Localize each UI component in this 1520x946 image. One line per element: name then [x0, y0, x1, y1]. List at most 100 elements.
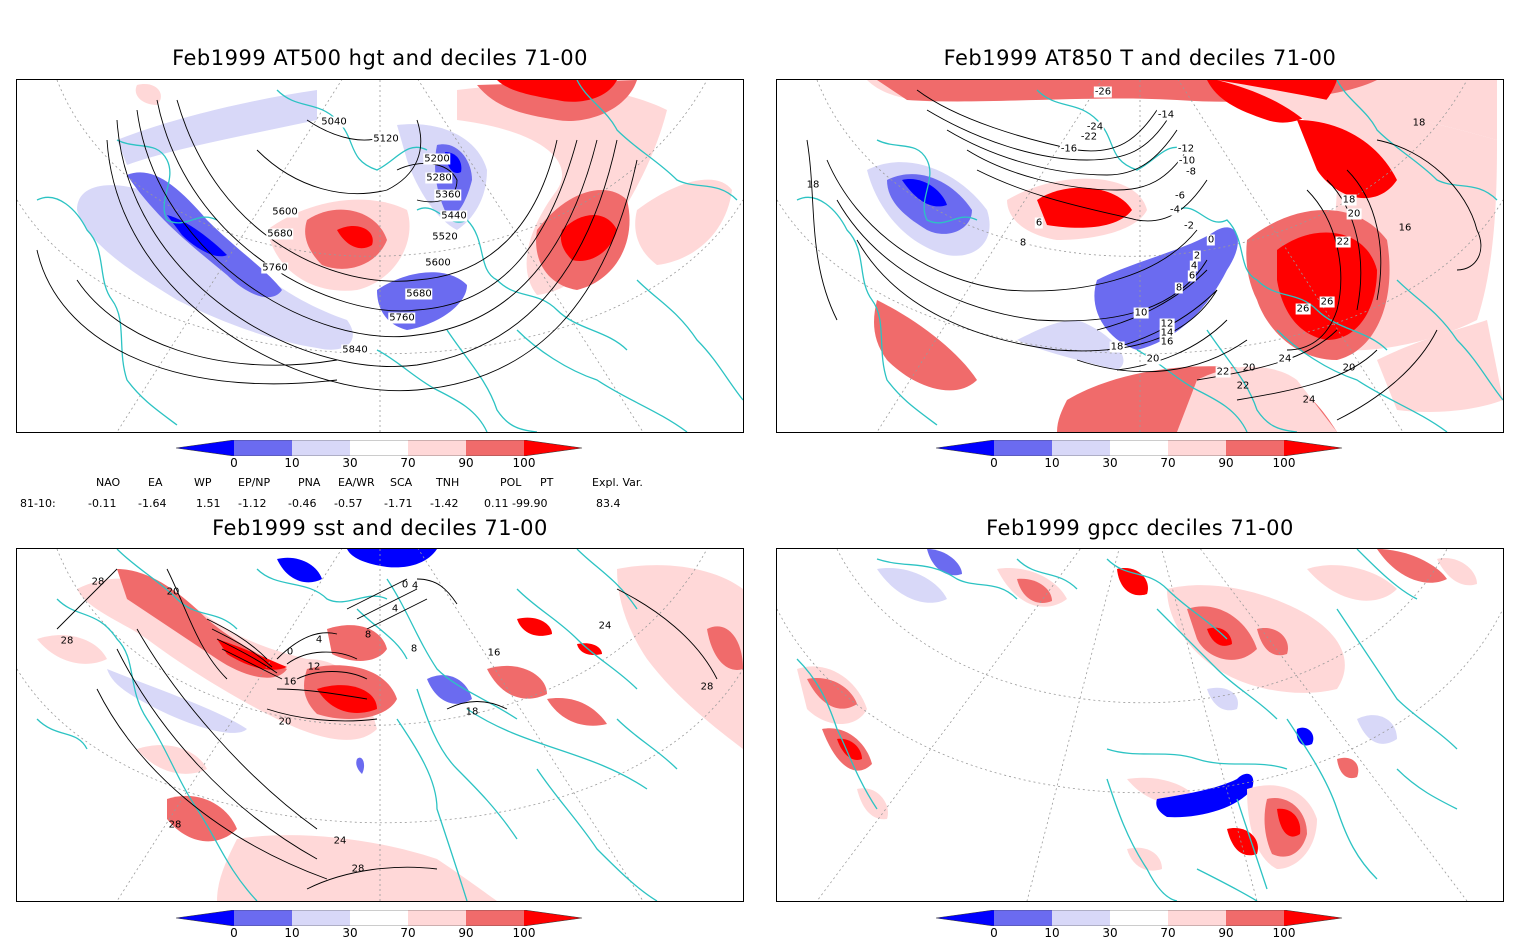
colorbar-tick: 30: [342, 456, 358, 470]
colorbar-tick: 100: [512, 926, 536, 940]
tele-value: -99.90: [512, 497, 548, 510]
map-gpcc-precipitation: [776, 548, 1504, 902]
colorbar-tick: 100: [512, 456, 536, 470]
contour-label: -26: [1093, 86, 1113, 98]
map-at500-height: 5040 5120 5200 5280 5360 5440 5520 5600 …: [16, 79, 744, 433]
contour-label: 5680: [405, 288, 433, 300]
tele-value: -0.11: [88, 497, 117, 510]
tele-row-label: 81-10:: [20, 497, 56, 510]
contour-label: 24: [1302, 394, 1316, 406]
contour-label: 5120: [372, 133, 400, 145]
map-sst-svg: [17, 549, 743, 901]
colorbar-tick: 0: [230, 456, 238, 470]
contour-label: 0: [401, 579, 409, 591]
contour-label: 18: [1341, 194, 1357, 206]
colorbar-tick: 70: [1160, 456, 1176, 470]
teleconnection-header-row: NAO EA WP EP/NP PNA EA/WR SCA TNH POL PT…: [0, 476, 700, 490]
tele-header: WP: [194, 476, 212, 489]
contour-label: 5600: [271, 206, 299, 218]
colorbar-tick: 0: [990, 926, 998, 940]
tele-value: -0.57: [334, 497, 363, 510]
contour-label: 16: [1159, 336, 1175, 348]
contour-label: -4: [1169, 204, 1181, 216]
colorbar-at850: 0 10 30 70 90 100: [936, 440, 1356, 476]
map-at850-temperature: -26 -24 -22 -16 -14 -12 -10 -8 -6 -4 -2 …: [776, 79, 1504, 433]
contour-label: 8: [410, 643, 418, 655]
tele-header: PT: [540, 476, 554, 489]
contour-label: 2: [1192, 250, 1202, 262]
contour-label: 5200: [423, 153, 451, 165]
panel-title-at850: Feb1999 AT850 T and deciles 71-00: [943, 46, 1337, 70]
contour-label: 14: [1159, 327, 1175, 339]
contour-label: 16: [283, 676, 297, 688]
colorbar-tick: 10: [1044, 926, 1060, 940]
contour-label: 6: [1034, 217, 1044, 229]
map-sst: 28 20 28 0 4 8 12 16 20 24 28 28 0 4 4 8…: [16, 548, 744, 902]
teleconnection-values-row: 81-10: -0.11 -1.64 1.51 -1.12 -0.46 -0.5…: [0, 497, 700, 511]
colorbar-tick: 10: [1044, 456, 1060, 470]
contour-label: 5520: [431, 231, 459, 243]
contour-label: -2: [1183, 220, 1195, 232]
tele-header: EA/WR: [338, 476, 375, 489]
contour-label: 20: [1346, 208, 1362, 220]
colorbar-tick: 10: [284, 456, 300, 470]
contour-label: -12: [1176, 143, 1196, 155]
colorbar-tick: 100: [1272, 456, 1296, 470]
colorbar-tick: 30: [1102, 926, 1118, 940]
colorbar-tick: 90: [458, 926, 474, 940]
contour-label: 8: [1174, 282, 1184, 294]
colorbar-sst: 0 10 30 70 90 100: [176, 910, 596, 946]
contour-label: 4: [411, 580, 419, 592]
contour-label: 8: [1018, 237, 1028, 249]
contour-label: 20: [1145, 353, 1161, 365]
tele-header: NAO: [96, 476, 121, 489]
contour-label: 28: [351, 863, 365, 875]
tele-header: Expl. Var.: [592, 476, 643, 489]
contour-label: -16: [1059, 143, 1079, 155]
colorbar-at500: 0 10 30 70 90 100: [176, 440, 596, 476]
colorbar-tick: 70: [400, 926, 416, 940]
map-at850-svg: [777, 80, 1503, 432]
contour-label: 8: [364, 629, 372, 641]
contour-label: 5040: [320, 116, 348, 128]
contour-label: 4: [391, 603, 399, 615]
colorbar-tick: 90: [458, 456, 474, 470]
colorbar-tick: 0: [230, 926, 238, 940]
contour-label: -6: [1174, 190, 1186, 202]
contour-label: 18: [1412, 117, 1426, 129]
panel-title-sst: Feb1999 sst and deciles 71-00: [212, 516, 548, 540]
contour-label: 28: [60, 635, 74, 647]
contour-label: 5680: [266, 228, 294, 240]
tele-value: -1.12: [238, 497, 267, 510]
tele-header: POL: [500, 476, 522, 489]
contour-label: 22: [1335, 236, 1351, 248]
contour-label: 28: [700, 681, 714, 693]
contour-label: 24: [1277, 353, 1293, 365]
panel-title-at500: Feb1999 AT500 hgt and deciles 71-00: [172, 46, 588, 70]
tele-header: EA: [148, 476, 163, 489]
contour-label: 5600: [424, 257, 452, 269]
map-at500-svg: [17, 80, 743, 432]
tele-value: -0.46: [288, 497, 317, 510]
colorbar-tick: 30: [1102, 456, 1118, 470]
contour-label: -24: [1085, 121, 1105, 133]
contour-label: 5280: [425, 172, 453, 184]
contour-label: 16: [1398, 222, 1412, 234]
contour-label: 24: [333, 835, 347, 847]
colorbar-tick: 90: [1218, 926, 1234, 940]
map-gpcc-svg: [777, 549, 1503, 901]
contour-label: 4: [315, 634, 323, 646]
contour-label: 24: [598, 620, 612, 632]
tele-value: 83.4: [596, 497, 621, 510]
contour-label: 0: [286, 646, 294, 658]
tele-value: 0.11: [484, 497, 509, 510]
contour-label: 12: [1159, 318, 1175, 330]
colorbar-gpcc: 0 10 30 70 90 100: [936, 910, 1356, 946]
contour-label: -22: [1079, 131, 1099, 143]
contour-label: 20: [1242, 362, 1256, 374]
panel-title-gpcc: Feb1999 gpcc deciles 71-00: [986, 516, 1294, 540]
tele-header: EP/NP: [238, 476, 271, 489]
tele-header: PNA: [298, 476, 321, 489]
contour-label: 26: [1295, 303, 1311, 315]
colorbar-tick: 90: [1218, 456, 1234, 470]
